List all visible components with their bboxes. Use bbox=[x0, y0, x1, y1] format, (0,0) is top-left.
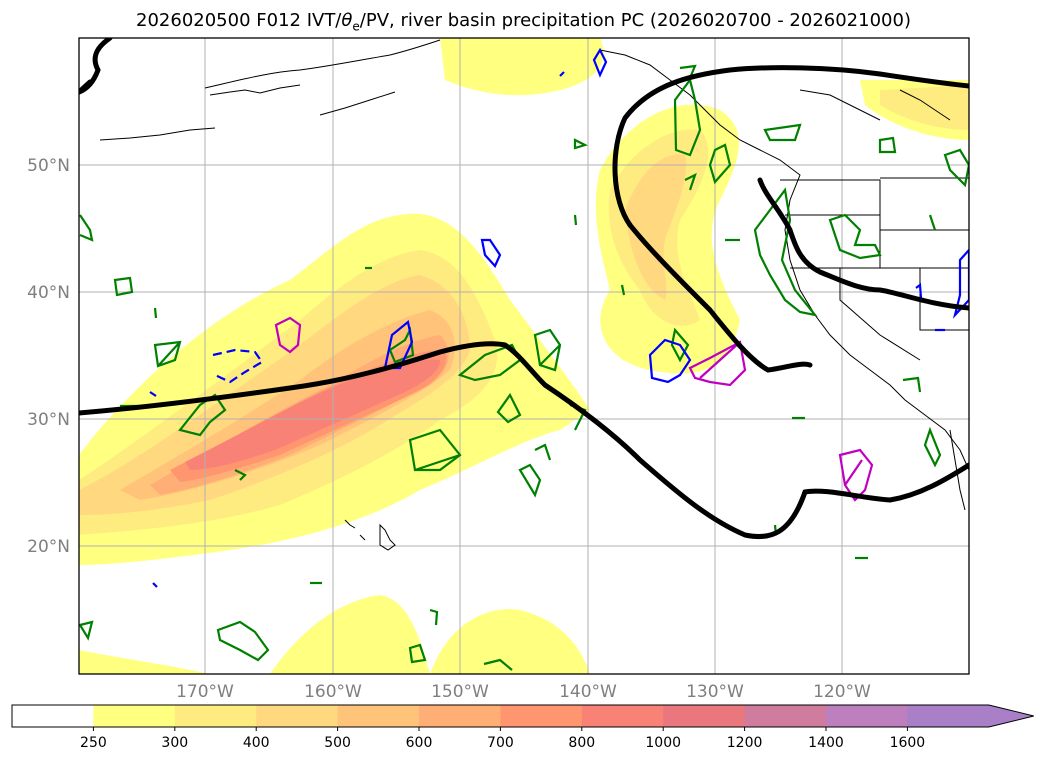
lat-label: 40°N bbox=[27, 283, 70, 303]
lon-label: 150°W bbox=[431, 682, 489, 702]
lat-label: 30°N bbox=[27, 410, 70, 430]
colorbar-tick-label: 500 bbox=[324, 735, 351, 751]
colorbar-swatch bbox=[663, 705, 746, 727]
colorbar-swatch bbox=[500, 705, 583, 727]
colorbar-swatch bbox=[419, 705, 501, 727]
lon-label: 120°W bbox=[813, 682, 871, 702]
colorbar-swatch bbox=[907, 705, 990, 727]
longitude-labels: 170°W 160°W 150°W 140°W 130°W 120°W bbox=[176, 682, 871, 702]
map-title: 2026020500 F012 IVT/θe/PV, river basin p… bbox=[136, 10, 911, 34]
colorbar-outline bbox=[11, 704, 1034, 728]
colorbar-swatch bbox=[93, 705, 176, 727]
colorbar-tick-label: 700 bbox=[487, 735, 514, 751]
colorbar-swatch bbox=[826, 705, 908, 727]
latitude-labels: 50°N 40°N 30°N 20°N bbox=[27, 156, 70, 557]
colorbar-swatch bbox=[12, 705, 94, 727]
colorbar-tick-label: 300 bbox=[161, 735, 188, 751]
colorbar-tick-label: 1200 bbox=[727, 735, 763, 751]
lon-label: 140°W bbox=[559, 682, 617, 702]
colorbar-tick-label: 800 bbox=[568, 735, 595, 751]
colorbar-tick-label: 250 bbox=[80, 735, 107, 751]
lat-label: 20°N bbox=[27, 537, 70, 557]
lon-label: 170°W bbox=[176, 682, 234, 702]
graticule bbox=[79, 38, 969, 674]
coastlines bbox=[99, 39, 969, 551]
colorbar-extend-arrow bbox=[988, 705, 1034, 727]
precip-contours bbox=[274, 316, 874, 502]
colorbar-swatch bbox=[581, 705, 664, 727]
colorbar-swatch bbox=[256, 705, 339, 727]
colorbar-tick-label: 1600 bbox=[890, 735, 926, 751]
colorbar-tick-label: 600 bbox=[406, 735, 433, 751]
pv-negative-contours bbox=[149, 47, 969, 588]
colorbar-tick-label: 1000 bbox=[645, 735, 681, 751]
lat-label: 50°N bbox=[27, 156, 70, 176]
colorbar: 250 300 400 500 600 700 800 1000 1200 1400 1600 bbox=[11, 704, 1034, 751]
colorbar-swatch bbox=[174, 705, 257, 727]
colorbar-swatch bbox=[744, 705, 827, 727]
colorbar-tick-label: 400 bbox=[243, 735, 270, 751]
theta-e-contours bbox=[79, 38, 969, 540]
colorbar-tick-label: 1400 bbox=[808, 735, 844, 751]
map-frame bbox=[78, 37, 970, 675]
lon-label: 160°W bbox=[304, 682, 362, 702]
lon-label: 130°W bbox=[686, 682, 744, 702]
colorbar-swatch bbox=[337, 705, 420, 727]
